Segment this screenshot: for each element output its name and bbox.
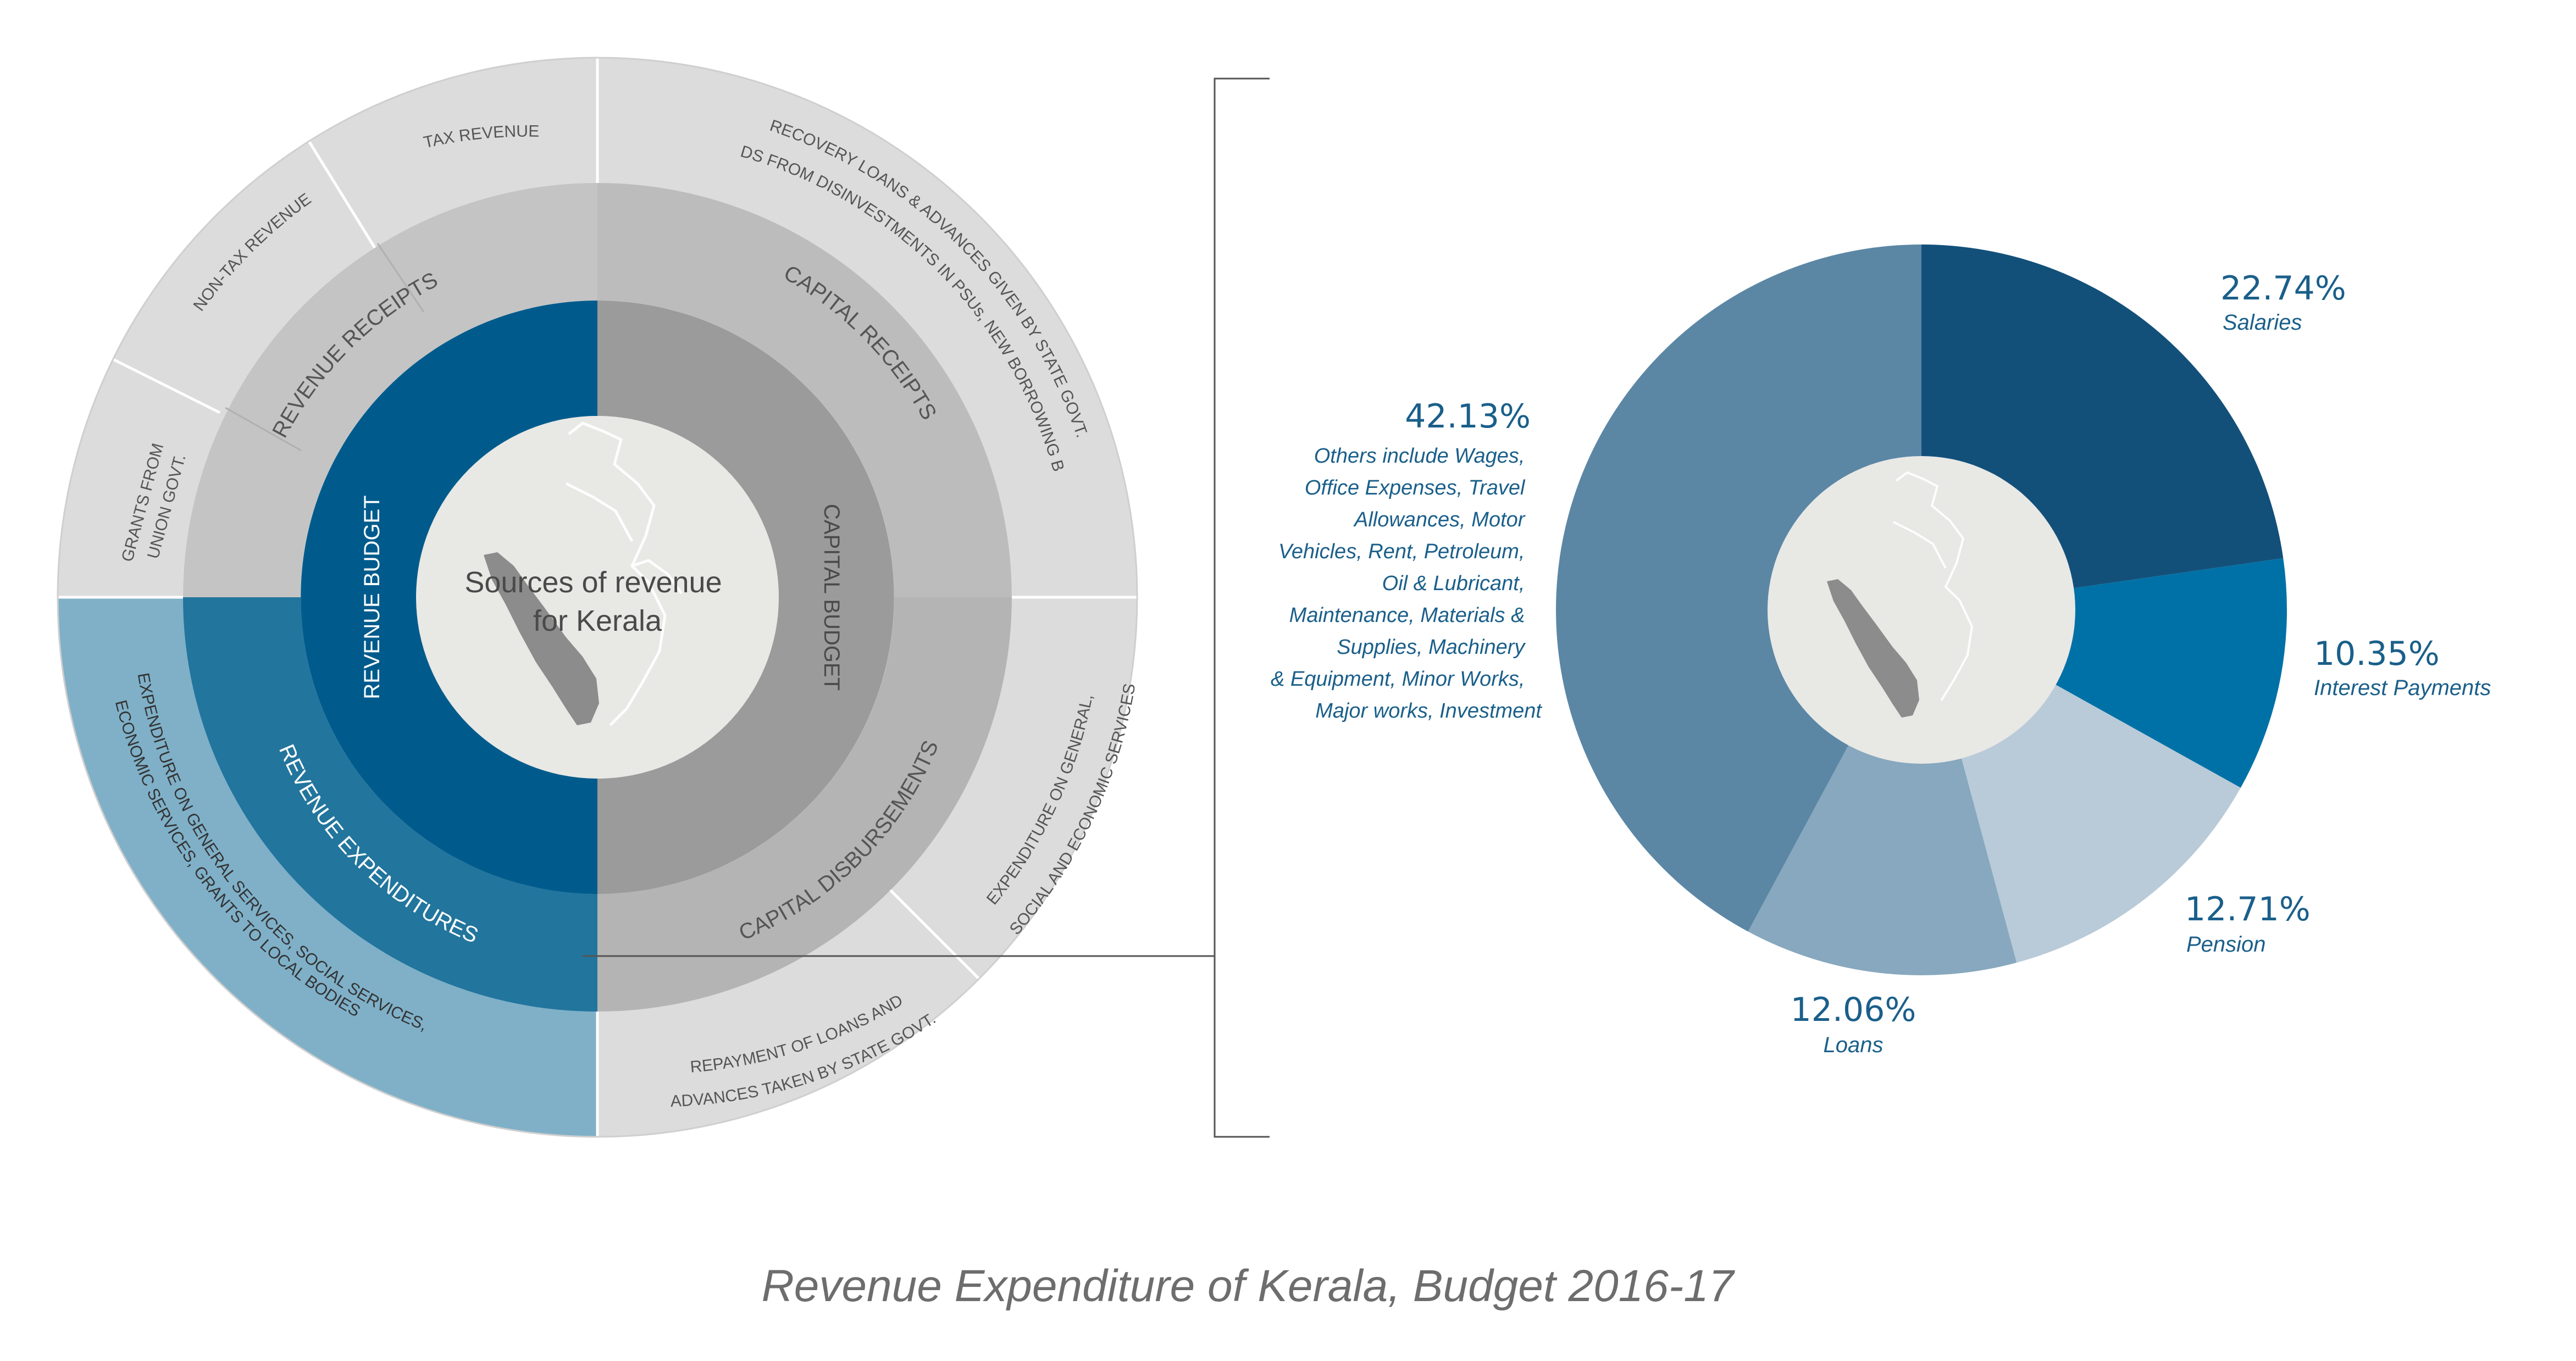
- others-percent: 42.13%: [1405, 397, 1531, 436]
- outer-ring-dividers: [58, 58, 1137, 1137]
- pie-labels: 22.74% Salaries 10.35% Interest Payments…: [1271, 269, 2491, 1057]
- pie-slice-others: [1556, 245, 1921, 932]
- pie-slice-loans: [1748, 610, 2017, 976]
- middle-ring-dividers: [225, 243, 425, 452]
- connector-bracket: [583, 77, 1270, 1138]
- pie-center: [1768, 456, 2075, 764]
- middle-ring-revenue-receipts: [183, 183, 597, 597]
- outer-ring-lower-right: [597, 597, 1137, 1137]
- interest-payments-percent: 10.35%: [2314, 635, 2440, 673]
- middle-ring-capital-receipts: [597, 183, 1012, 597]
- sunburst-diagram: Sources of revenue for Kerala REVENUE BU…: [0, 0, 1139, 1138]
- capital-budget-label: CAPITAL BUDGET: [819, 504, 844, 691]
- center-label: Sources of revenue for Kerala: [464, 566, 730, 637]
- page-title: Revenue Expenditure of Kerala, Budget 20…: [762, 1261, 1736, 1311]
- outer-ring-outline: [57, 57, 1138, 1138]
- salaries-label: Salaries: [2223, 310, 2302, 335]
- center-disk: [416, 416, 779, 779]
- salaries-percent: 22.74%: [2220, 269, 2346, 308]
- loans-label: Loans: [1824, 1033, 1883, 1057]
- loans-percent: 12.06%: [1791, 991, 1916, 1029]
- interest-payments-label: Interest Payments: [2314, 676, 2491, 700]
- pension-percent: 12.71%: [2185, 890, 2311, 929]
- pie-center-disk: [1768, 456, 2075, 764]
- pie-kerala-map-icon: [1827, 471, 1974, 718]
- inner-ring-capital-budget: [597, 301, 894, 894]
- middle-ring-capital-disbursements: [597, 597, 1012, 1012]
- outer-ring-upper: [58, 58, 1137, 597]
- middle-ring-revenue-expenditures: [183, 597, 597, 1012]
- others-description: Others include Wages, Office Expenses, T…: [1271, 445, 1542, 723]
- pension-label: Pension: [2186, 932, 2266, 957]
- revenue-budget-label: REVENUE BUDGET: [360, 495, 384, 699]
- kerala-map-icon: [484, 421, 683, 726]
- inner-ring-revenue-budget: [301, 301, 597, 894]
